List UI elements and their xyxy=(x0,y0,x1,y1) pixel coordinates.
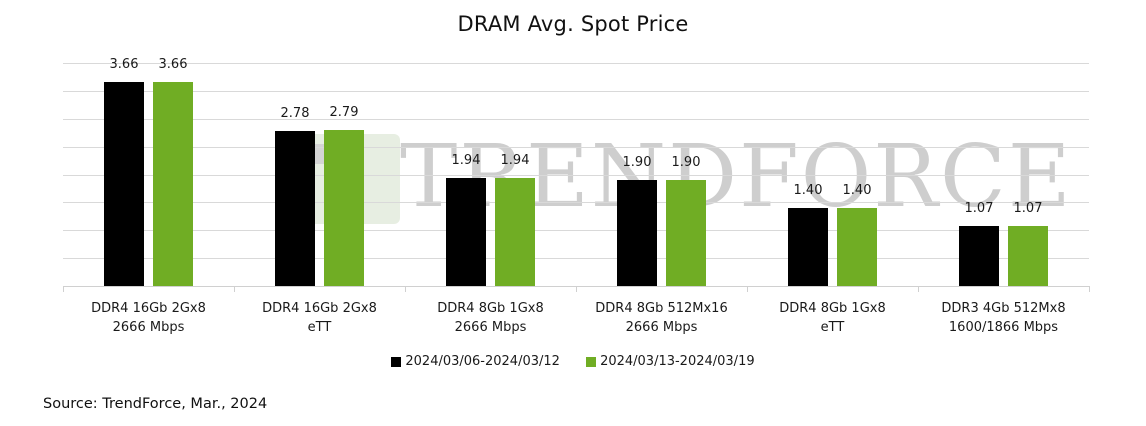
bar-series1 xyxy=(788,208,828,286)
category-label-line1: DDR4 8Gb 1Gx8 xyxy=(779,301,886,316)
data-label: 1.90 xyxy=(622,155,652,170)
data-label: 1.94 xyxy=(500,153,530,168)
data-label: 1.90 xyxy=(671,155,701,170)
data-label: 1.94 xyxy=(451,153,481,168)
category-label-line2: eTT xyxy=(307,320,332,335)
data-label: 1.07 xyxy=(1013,201,1043,216)
axis-tick xyxy=(63,286,64,292)
category-label-line1: DDR4 16Gb 2Gx8 xyxy=(262,301,377,316)
axis-tick xyxy=(405,286,406,292)
data-label: 2.78 xyxy=(280,106,310,121)
legend-item-series1[interactable]: 2024/03/06-2024/03/12 xyxy=(391,354,560,369)
bar-series2 xyxy=(666,180,706,286)
axis-tick xyxy=(747,286,748,292)
category-label: DDR3 4Gb 512Mx8 1600/1866 Mbps xyxy=(918,299,1089,337)
bar-series1 xyxy=(959,226,999,286)
bar-series2 xyxy=(324,130,364,286)
gridline xyxy=(63,147,1089,148)
data-label: 2.79 xyxy=(329,105,359,120)
category-label-line2: 2666 Mbps xyxy=(112,320,185,335)
category-label-line1: DDR3 4Gb 512Mx8 xyxy=(941,301,1066,316)
legend-label: 2024/03/13-2024/03/19 xyxy=(600,354,755,369)
legend: 2024/03/06-2024/03/12 2024/03/13-2024/03… xyxy=(0,354,1146,371)
data-label: 3.66 xyxy=(109,57,139,72)
legend-item-series2[interactable]: 2024/03/13-2024/03/19 xyxy=(586,354,755,369)
category-label-line2: 1600/1866 Mbps xyxy=(948,320,1059,335)
category-label-line2: 2666 Mbps xyxy=(454,320,527,335)
bar-series1 xyxy=(275,131,315,286)
chart-title: DRAM Avg. Spot Price xyxy=(457,12,689,36)
gridline xyxy=(63,91,1089,92)
axis-tick xyxy=(234,286,235,292)
bar-series1 xyxy=(617,180,657,286)
bar-series2 xyxy=(495,178,535,286)
legend-label: 2024/03/06-2024/03/12 xyxy=(405,354,560,369)
bar-series2 xyxy=(153,82,193,286)
category-label: DDR4 16Gb 2Gx8 eTT xyxy=(234,299,405,337)
bar-series2 xyxy=(837,208,877,286)
axis-tick xyxy=(1089,286,1090,292)
data-label: 1.40 xyxy=(842,183,872,198)
gridline xyxy=(63,230,1089,231)
gridline xyxy=(63,202,1089,203)
gridline xyxy=(63,258,1089,259)
data-label: 1.07 xyxy=(964,201,994,216)
gridline xyxy=(63,63,1089,64)
gridline xyxy=(63,119,1089,120)
category-label: DDR4 8Gb 512Mx16 2666 Mbps xyxy=(576,299,747,337)
category-label: DDR4 16Gb 2Gx8 2666 Mbps xyxy=(63,299,234,337)
legend-swatch-green xyxy=(586,356,597,367)
legend-swatch-black xyxy=(391,356,402,367)
bar-series1 xyxy=(104,82,144,286)
axis-tick xyxy=(576,286,577,292)
source-note: Source: TrendForce, Mar., 2024 xyxy=(43,396,268,412)
category-label-line1: DDR4 8Gb 512Mx16 xyxy=(595,301,728,316)
category-label-line1: DDR4 8Gb 1Gx8 xyxy=(437,301,544,316)
data-label: 1.40 xyxy=(793,183,823,198)
bar-series2 xyxy=(1008,226,1048,286)
category-label-line1: DDR4 16Gb 2Gx8 xyxy=(91,301,206,316)
gridline xyxy=(63,175,1089,176)
category-label-line2: 2666 Mbps xyxy=(625,320,698,335)
category-label-line2: eTT xyxy=(820,320,845,335)
axis-tick xyxy=(918,286,919,292)
category-label: DDR4 8Gb 1Gx8 2666 Mbps xyxy=(405,299,576,337)
bar-series1 xyxy=(446,178,486,286)
category-label: DDR4 8Gb 1Gx8 eTT xyxy=(747,299,918,337)
data-label: 3.66 xyxy=(158,57,188,72)
